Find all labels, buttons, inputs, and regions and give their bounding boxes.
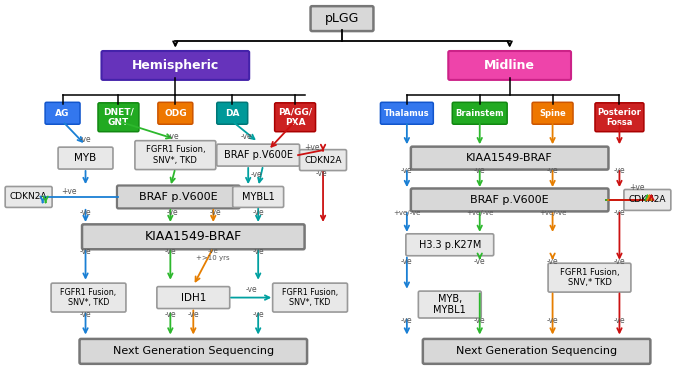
Text: -ve: -ve: [166, 209, 178, 217]
Text: +ve/-ve: +ve/-ve: [539, 210, 566, 216]
Text: -ve: -ve: [474, 257, 486, 266]
FancyBboxPatch shape: [595, 103, 644, 132]
FancyBboxPatch shape: [135, 141, 216, 170]
Text: MYB: MYB: [75, 153, 97, 163]
Text: PA/GG/
PXA: PA/GG/ PXA: [278, 108, 312, 127]
Text: CDKN2A: CDKN2A: [629, 196, 666, 204]
Text: -ve: -ve: [164, 247, 176, 256]
Text: FGFR1 Fusion,
SNV*, TKD: FGFR1 Fusion, SNV*, TKD: [145, 145, 205, 165]
Text: +ve: +ve: [630, 184, 645, 193]
Text: -ve: -ve: [614, 316, 625, 325]
Text: BRAF p.V600E: BRAF p.V600E: [224, 150, 292, 160]
Text: +ve: +ve: [61, 187, 76, 197]
Text: -ve: -ve: [474, 165, 486, 175]
Text: -ve: -ve: [210, 209, 221, 217]
Text: Next Generation Sequencing: Next Generation Sequencing: [456, 347, 617, 357]
Text: MYBL1: MYBL1: [242, 192, 275, 202]
Text: -ve: -ve: [547, 165, 558, 175]
Text: -ve: -ve: [614, 209, 625, 217]
FancyBboxPatch shape: [51, 283, 126, 312]
Text: -ve: -ve: [614, 257, 625, 266]
Text: CDKN2A: CDKN2A: [304, 155, 342, 165]
Text: -ve: -ve: [168, 132, 179, 141]
Text: -ve: -ve: [315, 168, 327, 178]
FancyBboxPatch shape: [233, 187, 284, 207]
Text: -ve: -ve: [252, 209, 264, 217]
FancyBboxPatch shape: [117, 186, 240, 209]
FancyBboxPatch shape: [310, 6, 373, 31]
Text: -ve: -ve: [401, 316, 412, 325]
FancyBboxPatch shape: [101, 51, 249, 80]
Text: BRAF p.V600E: BRAF p.V600E: [471, 195, 549, 205]
Text: -ve: -ve: [252, 310, 264, 319]
Text: Thalamus: Thalamus: [384, 109, 429, 118]
Text: Hemispheric: Hemispheric: [132, 59, 219, 72]
Text: -ve: -ve: [252, 247, 264, 256]
Text: -ve: -ve: [79, 135, 91, 144]
FancyBboxPatch shape: [45, 102, 80, 124]
FancyBboxPatch shape: [216, 102, 248, 124]
FancyBboxPatch shape: [548, 263, 631, 292]
Text: Next Generation Sequencing: Next Generation Sequencing: [113, 347, 274, 357]
Text: -ve: -ve: [79, 209, 91, 217]
FancyBboxPatch shape: [5, 187, 52, 207]
FancyBboxPatch shape: [406, 234, 494, 256]
FancyBboxPatch shape: [624, 190, 671, 210]
FancyBboxPatch shape: [157, 287, 229, 309]
Text: -ve: -ve: [240, 132, 252, 141]
Text: AG: AG: [55, 109, 70, 118]
Text: -ve: -ve: [547, 316, 558, 325]
Text: Midline: Midline: [484, 59, 535, 72]
FancyBboxPatch shape: [532, 102, 573, 124]
FancyBboxPatch shape: [299, 150, 347, 171]
Text: -ve: -ve: [614, 165, 625, 175]
FancyBboxPatch shape: [275, 103, 316, 132]
Text: FGFR1 Fusion,
SNV*, TKD: FGFR1 Fusion, SNV*, TKD: [60, 288, 116, 307]
FancyBboxPatch shape: [273, 283, 347, 312]
Text: -ve: -ve: [79, 310, 91, 319]
Text: -ve: -ve: [401, 257, 412, 266]
Text: MYB,
MYBL1: MYB, MYBL1: [434, 294, 466, 315]
FancyBboxPatch shape: [58, 147, 113, 169]
Text: +ve: +ve: [304, 142, 320, 152]
FancyBboxPatch shape: [448, 51, 571, 80]
FancyBboxPatch shape: [82, 224, 305, 249]
Text: Spine: Spine: [539, 109, 566, 118]
FancyBboxPatch shape: [380, 102, 434, 124]
Text: KIAA1549-BRAF: KIAA1549-BRAF: [466, 153, 553, 163]
Text: -ve: -ve: [245, 285, 257, 294]
Text: DA: DA: [225, 109, 240, 118]
Text: Brainstem: Brainstem: [456, 109, 504, 118]
Text: FGFR1 Fusion,
SNV,* TKD: FGFR1 Fusion, SNV,* TKD: [560, 268, 619, 288]
Text: -ve: -ve: [547, 257, 558, 266]
Text: -ve: -ve: [474, 316, 486, 325]
FancyBboxPatch shape: [423, 339, 650, 364]
FancyBboxPatch shape: [79, 339, 307, 364]
Text: H3.3 p.K27M: H3.3 p.K27M: [419, 240, 481, 250]
FancyBboxPatch shape: [411, 147, 608, 170]
Text: -ve: -ve: [79, 247, 91, 256]
Text: KIAA1549-BRAF: KIAA1549-BRAF: [145, 230, 242, 243]
Text: +ve/-ve: +ve/-ve: [393, 210, 421, 216]
FancyBboxPatch shape: [419, 291, 482, 318]
FancyBboxPatch shape: [158, 102, 192, 124]
FancyBboxPatch shape: [216, 144, 299, 166]
Text: IDH1: IDH1: [181, 293, 206, 303]
Text: ODG: ODG: [164, 109, 186, 118]
Text: pLGG: pLGG: [325, 12, 359, 25]
Text: -ve: -ve: [188, 310, 199, 319]
FancyBboxPatch shape: [452, 102, 507, 124]
Text: -ve: -ve: [164, 310, 176, 319]
Text: +ve/-ve: +ve/-ve: [466, 210, 493, 216]
Text: -ve: -ve: [401, 165, 412, 175]
FancyBboxPatch shape: [98, 103, 139, 132]
Text: -ve
+>10 yrs: -ve +>10 yrs: [197, 248, 230, 261]
Text: CDKN2A: CDKN2A: [10, 193, 47, 201]
FancyBboxPatch shape: [411, 188, 608, 211]
Text: Posterior
Fossa: Posterior Fossa: [597, 108, 641, 127]
Text: BRAF p.V600E: BRAF p.V600E: [139, 192, 218, 202]
Text: -ve: -ve: [250, 170, 262, 178]
Text: FGFR1 Fusion,
SNV*, TKD: FGFR1 Fusion, SNV*, TKD: [282, 288, 338, 307]
Text: DNET/
GNT: DNET/ GNT: [103, 108, 134, 127]
